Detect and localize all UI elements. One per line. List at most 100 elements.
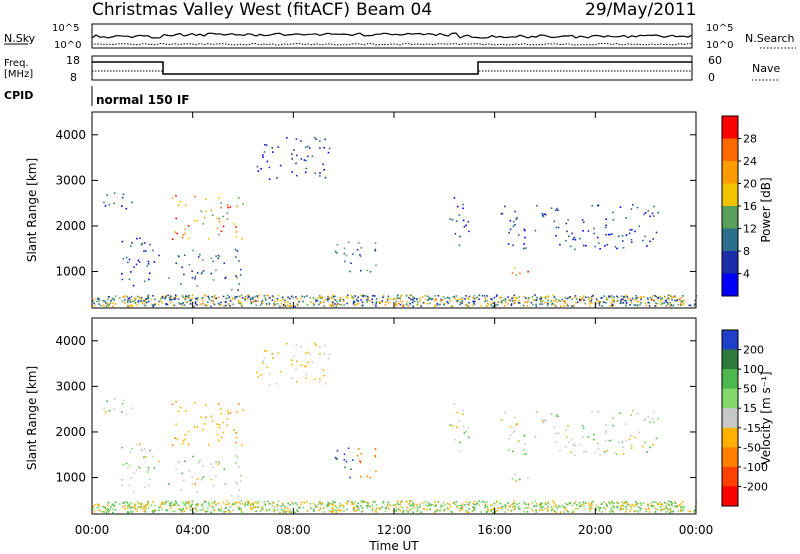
- power-echo: [612, 304, 615, 307]
- velocity-echo: [218, 426, 221, 429]
- velocity-echo: [473, 503, 476, 506]
- power-echo: [295, 162, 297, 165]
- power-echo: [138, 261, 141, 263]
- velocity-echo: [523, 449, 525, 451]
- power-echo: [238, 295, 241, 298]
- power-echo: [238, 302, 240, 305]
- power-echo: [512, 220, 515, 223]
- velocity-echo: [468, 504, 470, 506]
- velocity-echo: [557, 432, 560, 435]
- power-echo: [457, 299, 459, 302]
- power-echo: [174, 294, 177, 296]
- power-echo: [458, 214, 461, 216]
- velocity-echo: [359, 461, 362, 464]
- velocity-echo: [647, 507, 649, 510]
- power-echo: [492, 305, 494, 308]
- velocity-echo: [671, 510, 673, 513]
- power-echo: [199, 253, 201, 256]
- velocity-echo: [175, 423, 178, 426]
- velocity-echo: [335, 457, 338, 460]
- power-echo: [257, 170, 260, 172]
- velocity-echo: [382, 500, 385, 503]
- velocity-echo: [154, 504, 156, 507]
- power-echo: [110, 299, 113, 302]
- freq-tick-bottom: 8: [70, 71, 77, 84]
- power-echo: [504, 205, 506, 208]
- power-echo: [671, 304, 673, 307]
- power-echo: [241, 305, 243, 307]
- power-echo: [141, 302, 144, 304]
- power-echo: [659, 300, 662, 302]
- velocity-echo: [346, 500, 349, 503]
- power-echo: [371, 303, 374, 306]
- power-echo: [174, 298, 177, 300]
- beam-label: Beam 04: [356, 0, 432, 20]
- velocity-echo: [108, 409, 111, 412]
- power-echo: [399, 303, 402, 306]
- velocity-echo: [534, 435, 537, 438]
- velocity-echo: [113, 408, 115, 411]
- velocity-echo: [252, 503, 255, 506]
- power-echo: [217, 257, 219, 260]
- power-echo: [128, 258, 131, 261]
- power-echo: [564, 296, 567, 299]
- velocity-echo: [511, 478, 514, 480]
- power-echo: [201, 271, 203, 274]
- freq-label-2: [MHz]: [4, 69, 33, 80]
- velocity-echo: [628, 504, 631, 506]
- velocity-echo: [575, 507, 577, 510]
- velocity-echo: [645, 510, 648, 513]
- power-echo: [626, 295, 629, 298]
- power-echo: [250, 297, 252, 299]
- power-echo: [299, 297, 302, 300]
- velocity-echo: [254, 501, 256, 504]
- velocity-echo: [624, 501, 627, 503]
- power-echo: [313, 304, 315, 306]
- velocity-echo: [605, 439, 607, 442]
- power-echo: [324, 138, 326, 141]
- power-echo: [524, 229, 526, 232]
- power-echo: [280, 302, 283, 305]
- power-echo: [640, 301, 642, 304]
- power-echo: [555, 209, 557, 212]
- velocity-echo: [522, 510, 525, 513]
- power-echo: [207, 238, 210, 240]
- power-echo: [274, 303, 276, 306]
- power-echo: [234, 295, 237, 298]
- power-echo: [467, 297, 469, 300]
- velocity-echo: [580, 504, 582, 506]
- cpid-value: normal 150 IF: [96, 93, 190, 107]
- velocity-echo: [160, 503, 162, 506]
- velocity-echo: [515, 502, 517, 505]
- power-echo: [194, 301, 197, 303]
- velocity-echo: [280, 505, 283, 508]
- power-echo: [454, 232, 457, 235]
- velocity-echo: [629, 509, 631, 512]
- power-echo: [449, 300, 452, 302]
- velocity-echo: [590, 502, 593, 505]
- velocity-echo: [264, 503, 267, 506]
- power-echo: [515, 274, 518, 276]
- velocity-echo: [552, 500, 554, 502]
- power-echo: [578, 237, 581, 240]
- velocity-echo: [234, 503, 237, 506]
- velocity-echo: [364, 500, 366, 503]
- power-echo: [310, 301, 312, 303]
- power-echo: [563, 305, 565, 307]
- velocity-echo: [532, 509, 534, 512]
- nsky-panel: N.Sky 10^5 10^0 10^5 10^0 N.Search: [4, 23, 796, 51]
- velocity-colorbar-label: Velocity [m s⁻¹]: [759, 371, 773, 464]
- power-echo: [553, 220, 556, 223]
- power-echo: [462, 203, 464, 206]
- power-echo: [396, 296, 399, 299]
- velocity-echo: [514, 473, 516, 476]
- power-echo: [256, 296, 259, 299]
- velocity-echo: [384, 510, 387, 512]
- velocity-echo: [256, 502, 259, 505]
- velocity-echo: [251, 507, 254, 509]
- power-echo: [378, 301, 381, 303]
- power-echo: [688, 304, 691, 307]
- time-xlabel: Time UT: [368, 539, 419, 553]
- velocity-echo: [199, 509, 201, 511]
